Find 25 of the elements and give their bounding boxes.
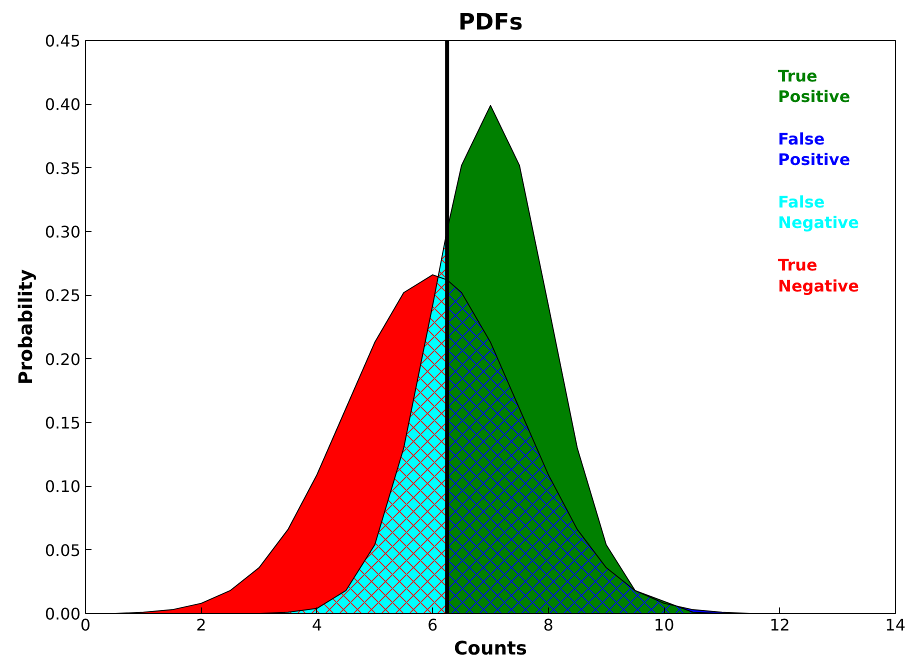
text: True Positive [778, 66, 850, 106]
text: False Negative [778, 192, 860, 232]
x-tick-label: 12 [770, 616, 790, 634]
chart-title: PDFs [458, 10, 523, 36]
x-tick-label: 2 [196, 616, 206, 634]
x-tick-label: 0 [80, 616, 91, 634]
x-tick-label: 10 [654, 616, 674, 634]
text: True Negative [778, 255, 860, 296]
y-tick-label: 0.00 [44, 604, 80, 624]
y-tick-label: 0.25 [44, 286, 80, 306]
y-tick-label: 0.10 [44, 477, 80, 496]
x-tick-label: 6 [428, 616, 438, 634]
x-tick-label: 4 [312, 616, 322, 634]
x-axis-title: Counts [454, 638, 528, 660]
y-tick-label: 0.35 [44, 158, 80, 178]
y-axis-title: Probability [16, 269, 37, 385]
x-tick-label: 14 [885, 616, 906, 634]
x-tick-label: 8 [543, 616, 554, 634]
y-tick-label: 0.15 [44, 414, 80, 432]
y-tick-label: 0.40 [44, 95, 80, 114]
y-tick-label: 0.45 [44, 32, 80, 50]
text: False Positive [778, 129, 850, 170]
y-tick-label: 0.20 [44, 350, 80, 369]
y-tick-label: 0.30 [44, 222, 80, 242]
y-tick-label: 0.05 [44, 540, 80, 560]
